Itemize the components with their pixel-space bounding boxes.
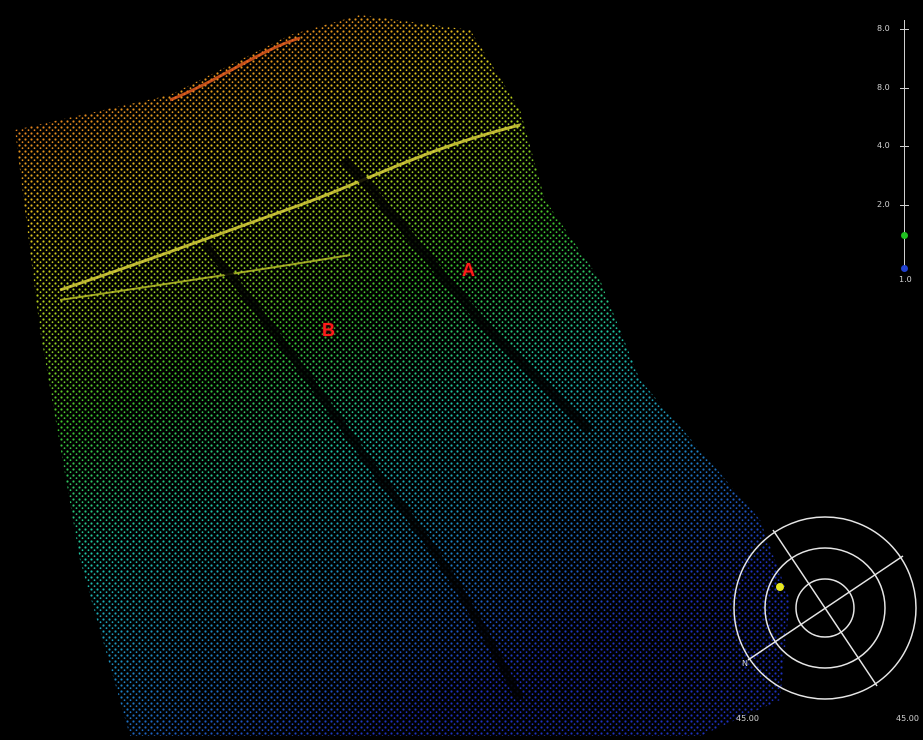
scale-tick-label: 8.0 [877, 24, 890, 33]
scale-tick-label: 2.0 [877, 200, 890, 209]
compass-left-label: 45.00 [736, 714, 759, 723]
trench-b [201, 242, 524, 702]
scale-bottom-label: 1.0 [899, 275, 912, 284]
lighting-compass[interactable]: N 45.00 45.00 [728, 478, 923, 736]
sun-position-icon [776, 583, 784, 591]
scale-handle-green[interactable] [901, 232, 908, 239]
marker-b: B [322, 320, 335, 340]
scale-handle-blue[interactable] [901, 265, 908, 272]
compass-graphic[interactable] [728, 478, 923, 736]
compass-north-label: N [742, 659, 748, 668]
scale-tick [900, 205, 909, 206]
scale-tick-label: 4.0 [877, 141, 890, 150]
terrain-surface [15, 15, 790, 736]
compass-right-label: 45.00 [896, 714, 919, 723]
ridge-line [59, 123, 521, 292]
scale-tick-label: 8.0 [877, 83, 890, 92]
scale-axis [904, 20, 905, 270]
trench-a [341, 156, 594, 434]
ridge-line [59, 254, 351, 301]
scale-tick [900, 29, 909, 30]
scale-tick [900, 146, 909, 147]
scale-tick [900, 88, 909, 89]
elevation-scale: 8.0 8.0 4.0 2.0 1.0 [863, 0, 923, 300]
ridge-line [169, 36, 301, 102]
marker-a: A [462, 260, 475, 280]
